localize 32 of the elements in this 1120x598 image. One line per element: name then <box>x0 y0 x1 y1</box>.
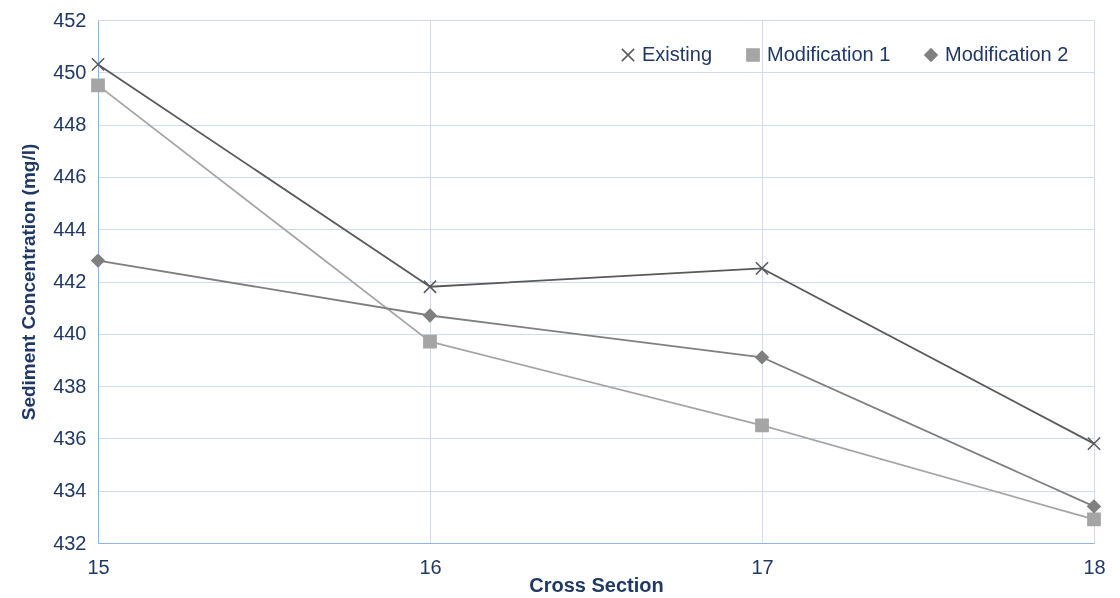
x-tick-label: 17 <box>751 555 774 578</box>
y-tick-label: 444 <box>53 217 87 240</box>
point <box>423 308 437 323</box>
x-tick-label: 16 <box>419 555 442 578</box>
point <box>423 279 437 294</box>
point <box>91 57 105 72</box>
legend-label: Modification 2 <box>945 43 1069 65</box>
y-tick-label: 446 <box>53 165 87 188</box>
point <box>423 334 437 349</box>
point <box>91 253 105 268</box>
point <box>1087 512 1101 527</box>
point <box>755 418 769 433</box>
point <box>755 350 769 365</box>
y-tick-label: 436 <box>53 426 87 449</box>
y-tick-label: 440 <box>53 322 87 345</box>
point <box>1087 499 1101 514</box>
y-tick-label: 438 <box>53 374 87 397</box>
y-axis-title: Sediment Concentration (mg/l) <box>18 143 40 421</box>
y-tick-label: 452 <box>53 8 87 31</box>
point <box>755 261 769 276</box>
point <box>91 78 105 93</box>
legend-label: Modification 1 <box>767 43 891 65</box>
x-tick-label: 15 <box>87 555 110 578</box>
y-tick-label: 450 <box>53 60 87 83</box>
y-tick-label: 434 <box>53 479 87 502</box>
point <box>1087 436 1101 451</box>
y-tick-label: 448 <box>53 113 87 136</box>
x-axis-title: Cross Section <box>529 573 664 596</box>
x-tick-label: 18 <box>1083 555 1106 578</box>
y-tick-label: 442 <box>53 270 87 292</box>
y-tick-label: 432 <box>53 531 87 554</box>
legend-label: Existing <box>642 43 713 65</box>
